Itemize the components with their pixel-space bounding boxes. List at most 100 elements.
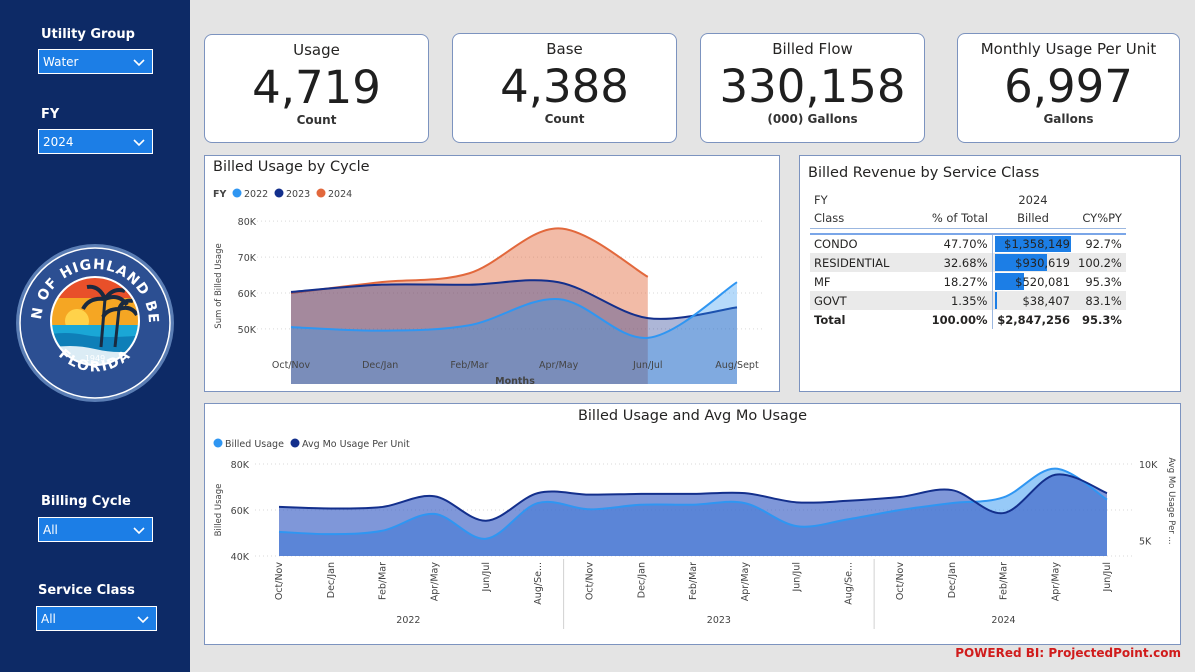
chevron-down-icon xyxy=(133,59,145,67)
x-tick-label: Apr/May xyxy=(429,562,440,602)
usage-card: Usage 4,719 Count xyxy=(204,34,429,143)
billed-cell: $38,407 xyxy=(992,291,1074,310)
line-series-2024[interactable] xyxy=(290,227,649,294)
line-series-avg-usage[interactable] xyxy=(278,473,1108,522)
x-group-label: 2023 xyxy=(707,615,731,626)
table-row[interactable]: RESIDENTIAL 32.68% $930,619 100.2% xyxy=(810,253,1126,272)
utility-group-label: Utility Group xyxy=(41,27,135,42)
legend-label-billed-usage[interactable]: Billed Usage xyxy=(225,439,284,450)
line-series-2023[interactable] xyxy=(290,279,738,320)
cypy-cell: 92.7% xyxy=(1074,233,1126,253)
line-series-2022[interactable] xyxy=(290,281,738,339)
y-tick-label: 80K xyxy=(238,217,257,228)
data-bar xyxy=(994,236,1071,252)
header-cell[interactable]: % of Total xyxy=(931,211,988,226)
x-tick-label: Oct/Nov xyxy=(272,360,311,371)
legend-label-2023[interactable]: 2023 xyxy=(286,189,310,200)
fy-label: FY xyxy=(41,107,60,122)
x-tick-label: Jun/Jul xyxy=(1102,562,1113,593)
class-cell: GOVT xyxy=(810,291,922,310)
header-cell[interactable]: CY%PY xyxy=(1082,211,1122,226)
chevron-down-icon xyxy=(137,616,149,624)
service-class-value: All xyxy=(41,612,56,626)
cycle-chart[interactable]: FY 2022 2023 2024 80K 70K 60K 50K Oct/Nov Dec/… xyxy=(205,156,779,391)
panel-title: Billed Usage and Avg Mo Usage xyxy=(577,408,808,424)
x-tick-label: Aug/Se... xyxy=(533,562,544,605)
x-tick-label: Jun/Jul xyxy=(481,562,492,593)
service-class-dropdown[interactable]: All xyxy=(36,606,157,631)
card-title: Usage xyxy=(293,41,340,59)
x-tick-label: Apr/May xyxy=(740,562,751,602)
billed-value: $930,619 xyxy=(1015,255,1070,270)
town-seal-logo: TOWN OF HIGHLAND BEACH 1949 FLORIDA xyxy=(15,243,174,402)
card-value: 6,997 xyxy=(1004,60,1133,113)
utility-group-dropdown[interactable]: Water xyxy=(38,49,153,74)
avg-chart[interactable]: Billed Usage Avg Mo Usage Per Unit 80K 60K… xyxy=(205,404,1180,644)
pct-cell: 18.27% xyxy=(922,272,993,291)
x-tick-label: Oct/Nov xyxy=(585,562,596,601)
base-card: Base 4,388 Count xyxy=(452,33,677,143)
header-cell: 2024 xyxy=(1018,192,1048,207)
y-left-tick-label: 60K xyxy=(231,506,250,517)
billed-value: $520,081 xyxy=(1015,274,1070,289)
billing-cycle-value: All xyxy=(43,523,58,537)
table-row[interactable]: MF 18.27% $520,081 95.3% xyxy=(810,272,1126,291)
data-bar xyxy=(994,254,1047,271)
fy-value: 2024 xyxy=(43,135,74,149)
legend-label-avg-usage[interactable]: Avg Mo Usage Per Unit xyxy=(302,439,410,450)
card-value: 4,719 xyxy=(252,61,381,114)
revenue-table: FY 2024 Class % of Total Billed CY%PY CO… xyxy=(810,190,1126,329)
x-tick-label: Oct/Nov xyxy=(274,562,285,601)
total-row: Total 100.00% $2,847,256 95.3% xyxy=(810,310,1126,329)
chevron-down-icon xyxy=(133,527,145,535)
fy-dropdown[interactable]: 2024 xyxy=(38,129,153,154)
seal-year: 1949 xyxy=(85,354,105,363)
cypy-cell: 83.1% xyxy=(1074,291,1126,310)
y-tick-label: 60K xyxy=(238,289,257,300)
cypy-cell: 95.3% xyxy=(1081,312,1122,327)
card-title: Base xyxy=(546,40,583,58)
legend-fy-label: FY xyxy=(213,189,226,200)
class-cell: RESIDENTIAL xyxy=(810,253,922,272)
x-tick-label: Dec/Jan xyxy=(636,562,647,598)
pct-cell: 1.35% xyxy=(922,291,993,310)
line-series-billed-usage[interactable] xyxy=(278,467,1108,540)
x-tick-label: Oct/Nov xyxy=(895,562,906,601)
cypy-cell: 95.3% xyxy=(1085,274,1122,289)
area-series-avg-usage[interactable] xyxy=(279,474,1107,556)
legend-label-2022[interactable]: 2022 xyxy=(244,189,268,200)
y-right-axis-label: Avg Mo Usage Per ... xyxy=(1166,457,1176,544)
table-row[interactable]: CONDO 47.70% $1,358,149 92.7% xyxy=(810,233,1126,253)
area-series-2023[interactable] xyxy=(291,280,737,384)
header-cell[interactable]: Billed xyxy=(1017,211,1049,226)
header-cell xyxy=(922,190,992,209)
table-row[interactable]: GOVT 1.35% $38,407 83.1% xyxy=(810,291,1126,310)
billed-usage-avg-panel: Billed Usage and Avg Mo Usage Billed Usa… xyxy=(204,403,1181,645)
area-series-2022[interactable] xyxy=(291,282,737,384)
card-subtitle: Count xyxy=(296,113,337,127)
x-tick-label: Aug/Sept xyxy=(715,360,759,371)
card-title: Monthly Usage Per Unit xyxy=(980,40,1157,58)
pct-cell: 32.68% xyxy=(922,253,993,272)
card-title: Billed Flow xyxy=(772,40,853,58)
x-group-label: 2024 xyxy=(991,615,1015,626)
x-tick-label: Dec/Jan xyxy=(947,562,958,598)
header-cell[interactable]: Class xyxy=(814,211,845,226)
y-tick-label: 70K xyxy=(238,253,257,264)
powered-by-credit: POWERed BI: ProjectedPoint.com xyxy=(955,646,1181,660)
x-tick-label: Feb/Mar xyxy=(688,562,699,600)
billed-cell: $2,847,256 xyxy=(997,312,1070,327)
x-tick-label: Feb/Mar xyxy=(378,562,389,600)
legend-label-2024[interactable]: 2024 xyxy=(328,189,352,200)
billed-value: $1,358,149 xyxy=(1004,237,1070,251)
y-right-tick-label: 10K xyxy=(1139,460,1158,471)
pct-cell: 100.00% xyxy=(922,310,993,329)
data-bar xyxy=(994,273,1024,290)
area-series-2024[interactable] xyxy=(291,228,648,384)
billing-cycle-dropdown[interactable]: All xyxy=(38,517,153,542)
y-right-tick-label: 5K xyxy=(1139,537,1152,548)
billed-cell: $1,358,149 xyxy=(992,233,1074,253)
x-group-label: 2022 xyxy=(396,615,420,626)
card-subtitle: (000) Gallons xyxy=(767,112,858,126)
billed-flow-card: Billed Flow 330,158 (000) Gallons xyxy=(700,33,925,143)
